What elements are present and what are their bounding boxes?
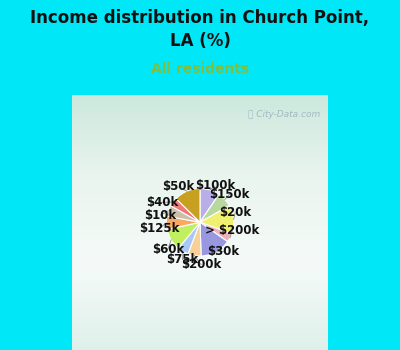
Text: $100k: $100k	[195, 180, 235, 193]
Wedge shape	[176, 189, 200, 222]
Wedge shape	[167, 206, 200, 222]
Text: $75k: $75k	[166, 253, 199, 266]
Wedge shape	[178, 222, 200, 254]
Text: Income distribution in Church Point,
LA (%): Income distribution in Church Point, LA …	[30, 9, 370, 50]
Text: > $200k: > $200k	[205, 224, 259, 237]
Wedge shape	[200, 222, 228, 256]
Text: $150k: $150k	[210, 188, 250, 201]
Text: $50k: $50k	[162, 181, 195, 194]
Text: $10k: $10k	[144, 209, 177, 222]
Wedge shape	[171, 198, 200, 222]
Wedge shape	[200, 222, 232, 241]
Wedge shape	[167, 222, 200, 248]
Wedge shape	[200, 206, 234, 234]
Wedge shape	[188, 222, 201, 256]
Wedge shape	[200, 194, 229, 222]
Text: $40k: $40k	[146, 196, 178, 209]
Wedge shape	[166, 216, 200, 230]
Text: $200k: $200k	[181, 258, 221, 271]
Text: $30k: $30k	[208, 245, 240, 258]
Text: $20k: $20k	[219, 206, 251, 219]
Text: $60k: $60k	[152, 243, 184, 256]
Text: $125k: $125k	[139, 222, 179, 236]
Wedge shape	[200, 189, 219, 222]
Text: ⓘ City-Data.com: ⓘ City-Data.com	[248, 110, 320, 119]
Text: All residents: All residents	[151, 62, 249, 76]
